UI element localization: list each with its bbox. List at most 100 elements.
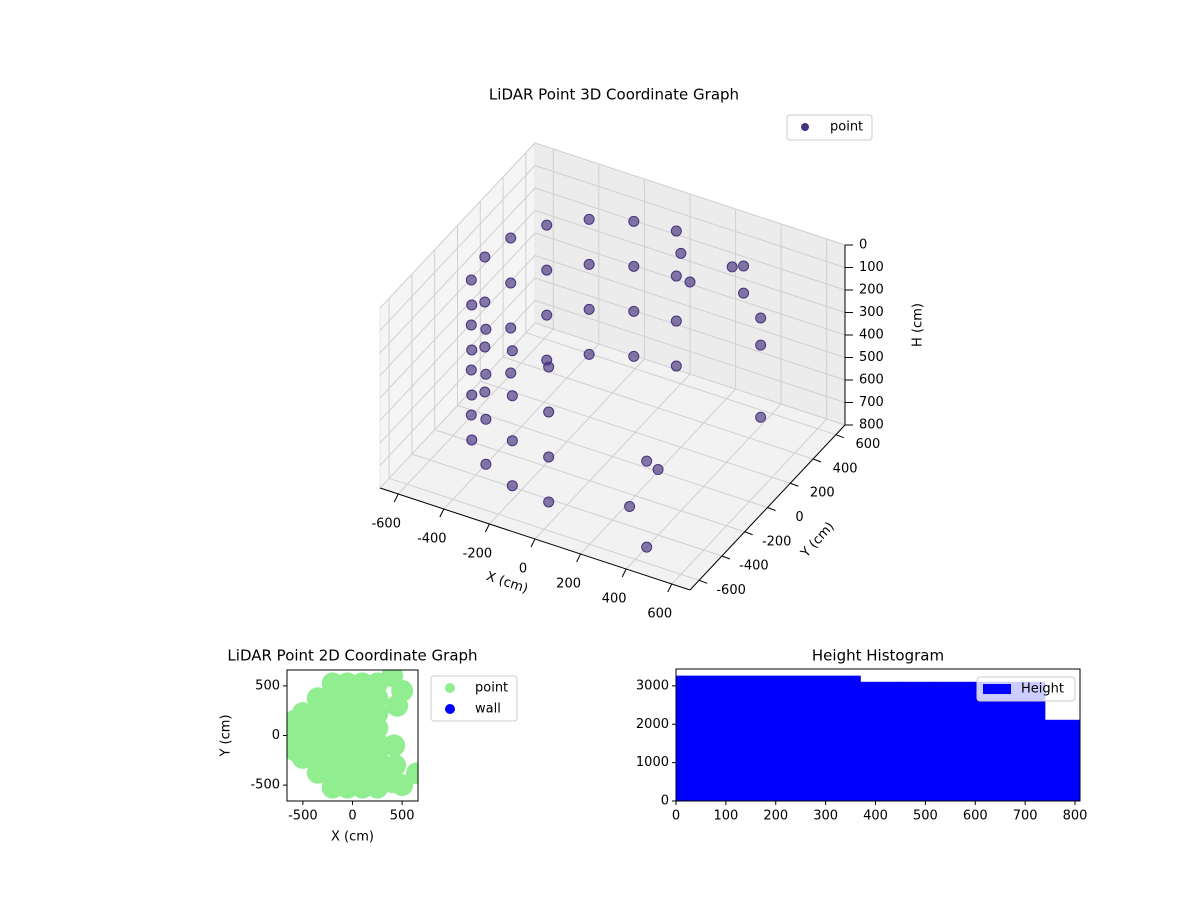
legend-marker — [445, 683, 455, 693]
point — [684, 276, 696, 288]
chart-title: LiDAR Point 3D Coordinate Graph — [489, 86, 739, 104]
point — [543, 451, 555, 463]
x-tick-label: 500 — [913, 809, 938, 824]
legend-marker — [801, 123, 809, 131]
point — [505, 277, 517, 289]
point — [466, 299, 478, 311]
grid-line — [457, 405, 768, 508]
grid-line — [379, 277, 536, 444]
point — [583, 348, 595, 360]
z-tick-label: 200 — [859, 283, 884, 298]
point — [506, 345, 518, 357]
x-tick — [393, 493, 399, 503]
x-tick-label: 600 — [963, 809, 988, 824]
point — [506, 390, 518, 402]
y-axis-line — [689, 424, 846, 591]
point — [541, 309, 553, 321]
y-tick-label: -200 — [762, 534, 792, 549]
grid-line — [411, 453, 723, 557]
point — [479, 251, 491, 263]
point — [506, 480, 518, 492]
legend-label: Height — [1021, 682, 1064, 697]
x-axis-label: X (cm) — [331, 830, 374, 845]
point — [383, 734, 406, 757]
point — [287, 709, 306, 732]
x-tick-label: -600 — [371, 517, 401, 532]
y-tick-label: 400 — [833, 461, 858, 476]
chart-title: LiDAR Point 2D Coordinate Graph — [227, 647, 477, 665]
grid-line — [534, 210, 846, 313]
x-tick — [530, 538, 536, 548]
grid-line — [379, 142, 536, 309]
point — [465, 364, 477, 376]
x-tick-label: 400 — [863, 809, 888, 824]
point — [583, 303, 595, 315]
x-tick — [621, 568, 627, 578]
x-tick-label: 100 — [713, 809, 738, 824]
x-tick-label: 0 — [672, 809, 680, 824]
x-tick — [484, 523, 490, 533]
y-tick-label: 1000 — [636, 755, 669, 770]
z-tick-label: 500 — [859, 350, 884, 365]
legend-marker — [445, 704, 455, 714]
point — [543, 496, 555, 508]
bar — [860, 681, 898, 802]
point — [583, 258, 595, 270]
point — [628, 350, 640, 362]
point — [628, 260, 640, 272]
y-tick — [698, 579, 708, 584]
point — [628, 305, 640, 317]
x-tick-label: 700 — [1013, 809, 1038, 824]
point — [480, 413, 492, 425]
x-tick-label: 500 — [390, 809, 415, 824]
grid-line — [434, 429, 745, 533]
z-tick-label: 400 — [859, 328, 884, 343]
y-tick — [835, 434, 845, 439]
grid-line — [534, 300, 846, 403]
y-tick-label: 2000 — [636, 717, 669, 732]
chart-title: Height Histogram — [812, 647, 944, 665]
x-tick-label: 600 — [647, 607, 672, 622]
grid-line — [534, 255, 846, 358]
z-tick-label: 300 — [859, 305, 884, 320]
bar — [897, 681, 935, 802]
bar — [934, 681, 972, 802]
y-tick — [790, 482, 799, 487]
point — [384, 754, 407, 777]
point — [583, 213, 595, 225]
point — [726, 261, 738, 273]
point — [652, 464, 664, 476]
point — [386, 694, 409, 717]
point — [506, 435, 518, 447]
point — [505, 322, 517, 334]
point — [541, 219, 553, 231]
bar — [1044, 719, 1081, 802]
point — [480, 323, 492, 335]
grid-line — [534, 142, 846, 246]
x-tick-label: -200 — [463, 547, 493, 562]
bar — [712, 675, 751, 802]
grid-line — [534, 277, 846, 381]
grid-line — [388, 477, 700, 581]
point — [755, 312, 767, 324]
legend-label: wall — [475, 702, 501, 717]
x-tick-label: 200 — [763, 809, 788, 824]
point — [381, 771, 404, 794]
point — [406, 762, 418, 785]
z-axis-label: H (cm) — [911, 303, 926, 347]
axes-frame — [675, 668, 1081, 802]
grid-line — [534, 322, 846, 426]
z-tick-label: 700 — [859, 395, 884, 410]
y-axis-label: Y (cm) — [798, 519, 838, 561]
point — [755, 339, 767, 351]
point — [541, 264, 553, 276]
grid-line — [379, 165, 536, 331]
x-tick — [576, 553, 582, 563]
plot-area — [287, 670, 418, 799]
y-tick-label: 3000 — [636, 678, 669, 693]
legend-box — [430, 675, 518, 722]
point — [543, 406, 555, 418]
grid-line — [534, 187, 846, 291]
y-tick — [721, 555, 731, 560]
